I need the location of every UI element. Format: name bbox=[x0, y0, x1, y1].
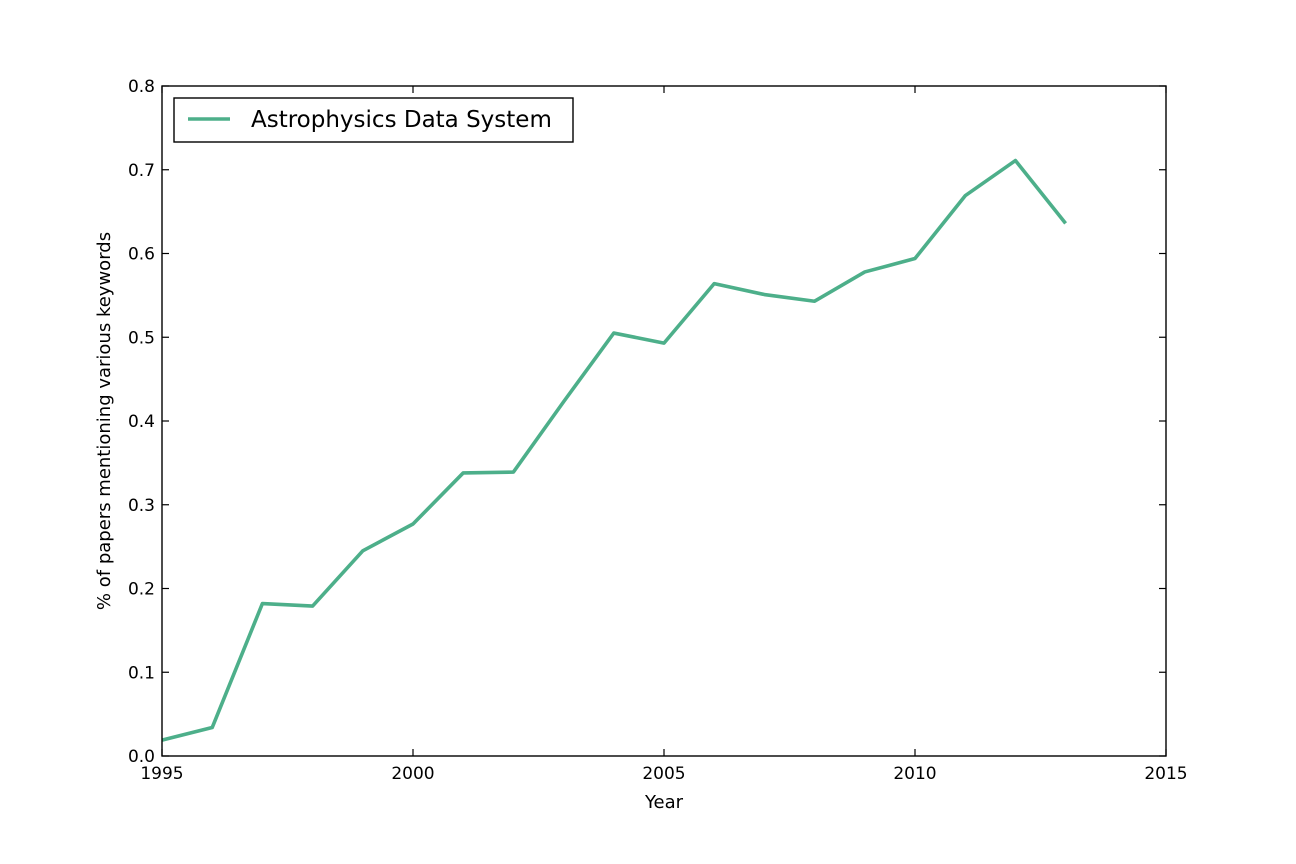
y-tick-label: 0.2 bbox=[128, 580, 155, 600]
legend-box bbox=[173, 97, 574, 143]
y-tick-label: 0.7 bbox=[128, 161, 155, 181]
y-tick-label: 0.1 bbox=[128, 663, 155, 683]
legend: Astrophysics Data System bbox=[173, 97, 574, 143]
y-axis-label: % of papers mentioning various keywords bbox=[94, 232, 115, 610]
legend-entry-label: Astrophysics Data System bbox=[251, 107, 552, 133]
y-tick-label: 0.4 bbox=[128, 412, 155, 432]
y-tick-label: 0.6 bbox=[128, 245, 155, 265]
x-tick-label: 1995 bbox=[140, 764, 183, 784]
y-tick-label: 0.5 bbox=[128, 328, 155, 348]
x-axis-label: Year bbox=[644, 792, 684, 813]
x-tick-label: 2000 bbox=[391, 764, 434, 784]
plot-frame bbox=[161, 85, 1167, 757]
x-tick-label: 2005 bbox=[642, 764, 685, 784]
x-tick-label: 2015 bbox=[1144, 764, 1187, 784]
y-tick-label: 0.0 bbox=[128, 747, 155, 767]
series-layer bbox=[161, 158, 1068, 742]
x-tick-label: 2010 bbox=[893, 764, 936, 784]
axis-ticks: 1995 2000 2005 2010 2015 0.0 0.1 0.2 0.3 0.4 0.5 0.… bbox=[128, 77, 1188, 784]
y-tick-label: 0.3 bbox=[128, 496, 155, 516]
y-tick-label: 0.8 bbox=[128, 77, 155, 97]
